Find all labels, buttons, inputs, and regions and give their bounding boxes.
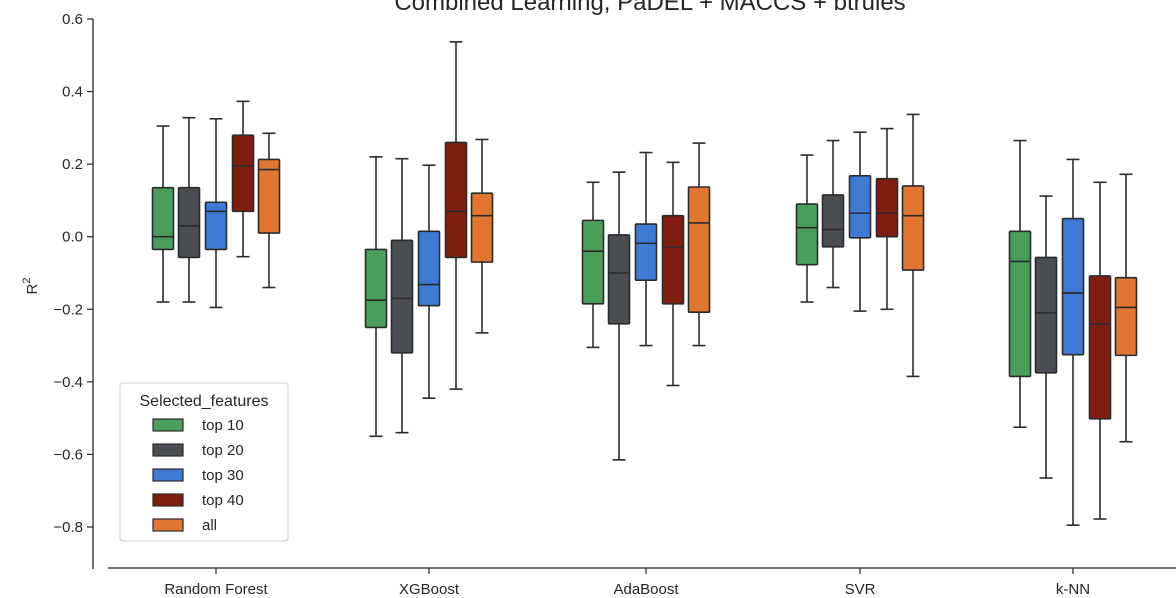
- box-top-10-adaboost: [581, 181, 605, 349]
- box-top-30-adaboost: [634, 151, 658, 347]
- box-iqr: [257, 158, 281, 234]
- x-tick-label: XGBoost: [399, 581, 460, 598]
- box-top-10-random-forest: [151, 125, 175, 303]
- box-top-40-xgboost: [444, 41, 468, 390]
- box-iqr: [470, 192, 494, 263]
- box-top-10-xgboost: [364, 156, 388, 438]
- box-top-20-random-forest: [177, 116, 201, 303]
- x-tick-label: SVR: [845, 581, 876, 598]
- box-all-adaboost: [687, 142, 711, 347]
- box-iqr: [875, 177, 899, 238]
- box-iqr: [821, 194, 845, 248]
- box-iqr: [901, 185, 925, 271]
- legend-swatch: [152, 418, 184, 432]
- box-iqr: [204, 201, 228, 251]
- box-top-30-xgboost: [417, 164, 441, 399]
- box-iqr: [1008, 230, 1032, 378]
- box-iqr: [151, 186, 175, 251]
- legend-swatch: [152, 493, 184, 507]
- box-top-30-random-forest: [204, 117, 228, 309]
- box-top-20-svr: [821, 139, 845, 289]
- y-tick-label: −0.8: [53, 519, 83, 536]
- legend-item: top 30: [152, 467, 244, 484]
- box-iqr: [1061, 217, 1085, 356]
- y-tick-label: 0.0: [62, 229, 83, 246]
- legend-item: top 40: [152, 492, 244, 509]
- box-iqr: [364, 248, 388, 329]
- box-iqr: [848, 174, 872, 239]
- y-tick-label: 0.4: [62, 84, 83, 101]
- box-iqr: [1088, 275, 1112, 420]
- box-top-40-k-nn: [1088, 181, 1112, 520]
- legend-item: top 20: [152, 442, 244, 459]
- x-tick-label: k-NN: [1056, 581, 1090, 598]
- box-top-20-k-nn: [1034, 195, 1058, 479]
- box-top-40-adaboost: [661, 161, 685, 387]
- y-tick-label: 0.6: [62, 11, 83, 28]
- legend-title: Selected_features: [140, 393, 269, 410]
- box-top-10-svr: [795, 154, 819, 303]
- y-tick-label: 0.2: [62, 156, 83, 173]
- box-top-10-k-nn: [1008, 139, 1032, 429]
- box-iqr: [634, 223, 658, 282]
- legend-item: all: [152, 517, 217, 534]
- box-iqr: [687, 186, 711, 313]
- x-tick-label: Random Forest: [164, 581, 268, 598]
- box-iqr: [607, 234, 631, 325]
- y-axis-label: R2: [21, 278, 41, 295]
- legend-label: top 30: [202, 467, 244, 484]
- legend-label: top 40: [202, 492, 244, 509]
- box-iqr: [1034, 256, 1058, 374]
- legend-label: top 20: [202, 442, 244, 459]
- x-tick-label: AdaBoost: [613, 581, 679, 598]
- box-iqr: [444, 141, 468, 259]
- box-all-k-nn: [1114, 173, 1138, 443]
- box-iqr: [231, 134, 255, 213]
- y-tick-label: −0.6: [53, 446, 83, 463]
- legend-label: all: [202, 517, 217, 534]
- box-top-20-adaboost: [607, 171, 631, 461]
- box-all-xgboost: [470, 138, 494, 334]
- box-top-20-xgboost: [390, 157, 414, 434]
- box-top-40-random-forest: [231, 100, 255, 258]
- y-tick-label: −0.2: [53, 301, 83, 318]
- box-iqr: [581, 219, 605, 305]
- axes: −0.8 −0.6 −0.4 −0.2 0.0 0.2 0.4 0.6 Random Fores…: [53, 11, 1176, 598]
- legend-item: top 10: [152, 417, 244, 434]
- box-iqr: [661, 214, 685, 305]
- box-all-svr: [901, 113, 925, 378]
- legend-swatch: [152, 518, 184, 532]
- box-all-random-forest: [257, 132, 281, 289]
- legend-swatch: [152, 468, 184, 482]
- plot-area: [151, 41, 1138, 526]
- box-top-30-svr: [848, 131, 872, 312]
- legend-swatch: [152, 443, 184, 457]
- box-iqr: [177, 186, 201, 259]
- box-top-30-k-nn: [1061, 158, 1085, 526]
- box-iqr: [1114, 276, 1138, 357]
- y-tick-label: −0.4: [53, 374, 83, 391]
- y-axis-label-base: R: [24, 283, 41, 294]
- box-top-40-svr: [875, 127, 899, 311]
- box-iqr: [417, 230, 441, 307]
- legend-label: top 10: [202, 417, 244, 434]
- box-iqr: [795, 203, 819, 266]
- chart-title: Combined Learning, PaDEL + MACCS + btrul…: [394, 0, 905, 16]
- box-iqr: [390, 239, 414, 354]
- y-axis-label-superscript: 2: [21, 278, 33, 284]
